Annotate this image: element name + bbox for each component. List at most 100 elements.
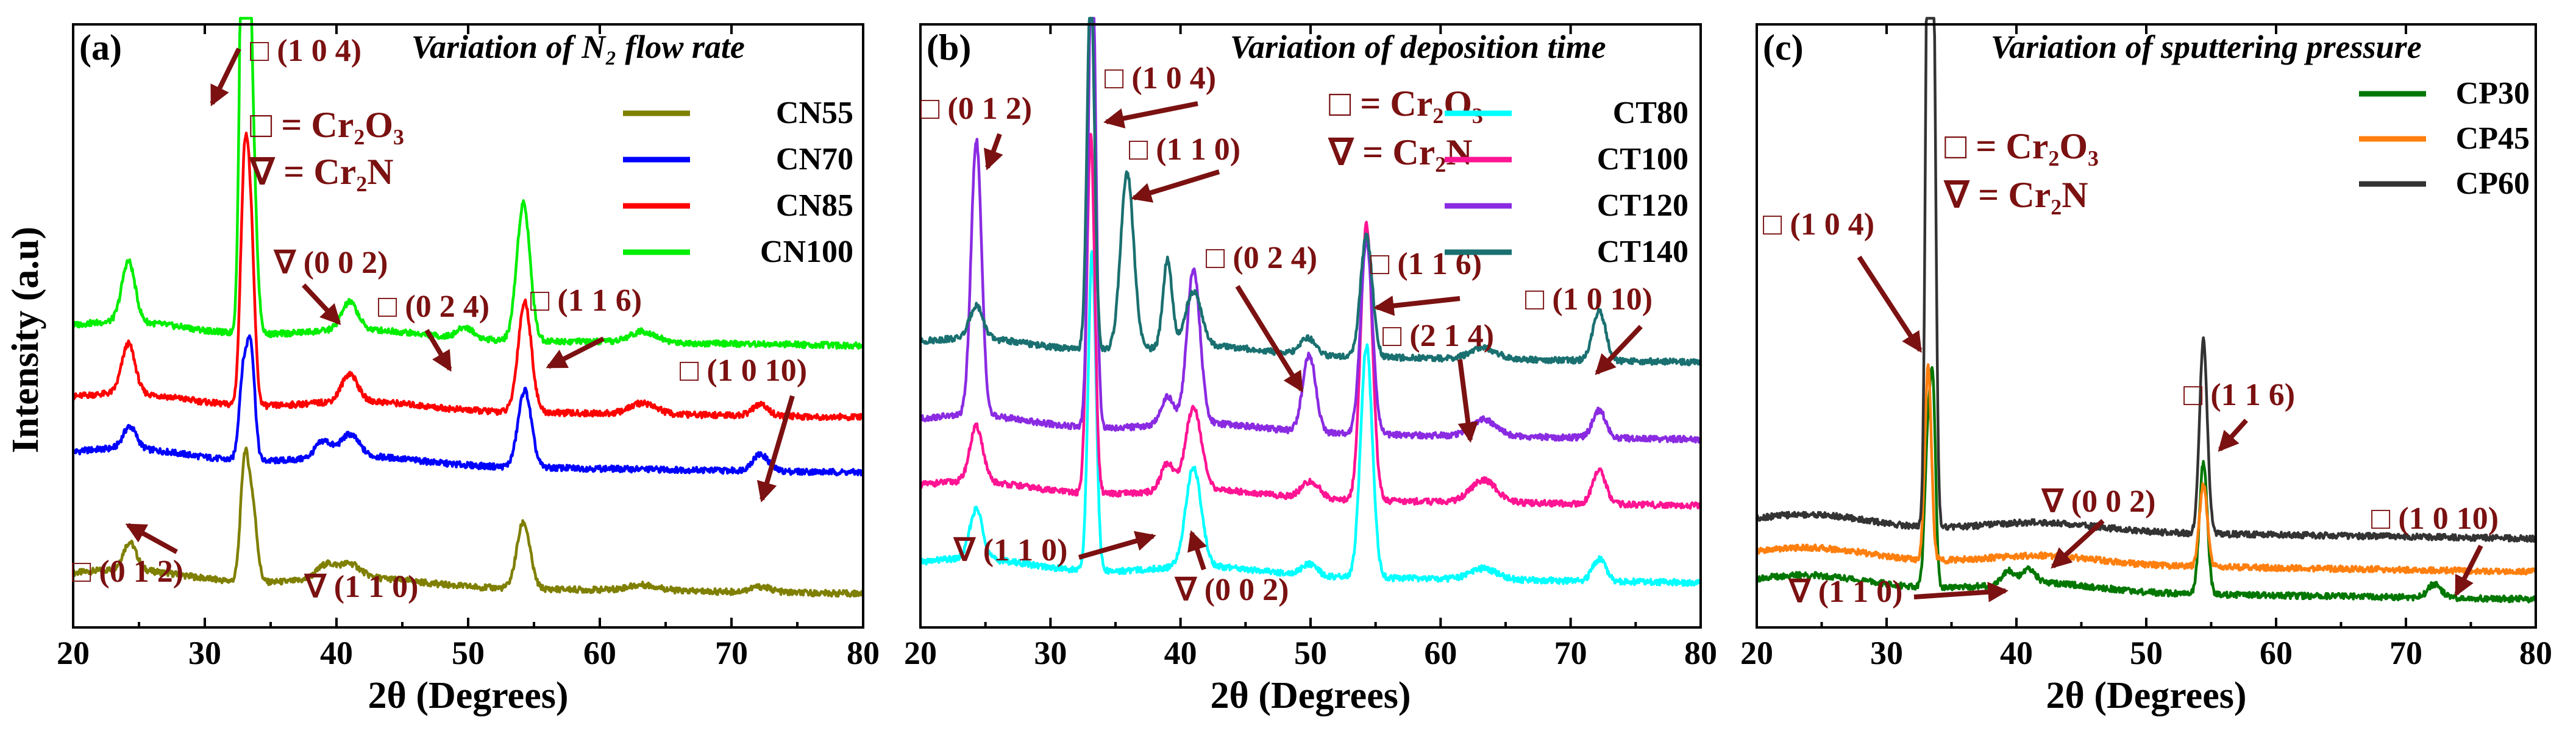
peak-annotation-arrow xyxy=(424,328,452,372)
legend-label-cp45: CP45 xyxy=(2456,121,2530,156)
legend-label-cn85: CN85 xyxy=(776,188,853,223)
peak-annotation-label: □ (1 0 4) xyxy=(1105,61,1216,96)
peak-annotation-label: □ (0 1 2) xyxy=(920,91,1032,126)
peak-annotation-arrow xyxy=(1373,295,1461,316)
panel-title: Variation of N₂ flow rate xyxy=(411,29,745,65)
legend-label-cp30: CP30 xyxy=(2456,76,2530,111)
peak-annotation-arrow xyxy=(1078,531,1156,560)
x-tick-label: 40 xyxy=(2000,635,2033,671)
peak-annotation-arrow xyxy=(210,48,241,107)
x-tick-label: 70 xyxy=(2389,635,2422,671)
x-tick-label: 70 xyxy=(1554,635,1587,671)
phase-key-entry: □ = Cr₂O₃ xyxy=(1329,83,1483,124)
x-tick-label: 50 xyxy=(1294,635,1327,671)
peak-annotation-label: ∇ (1 1 0) xyxy=(953,533,1067,568)
x-tick-label: 50 xyxy=(452,635,485,671)
series-line-ct80 xyxy=(919,250,1702,587)
panel-label: (c) xyxy=(1763,27,1804,68)
legend-label-ct100: CT100 xyxy=(1597,142,1688,177)
series-line-cn100 xyxy=(72,16,865,350)
x-tick-label: 80 xyxy=(2519,635,2552,671)
peak-annotation-arrow xyxy=(1595,325,1643,375)
x-axis-title: 2θ (Degrees) xyxy=(2046,675,2246,716)
series-line-ct140 xyxy=(919,16,1702,367)
peak-annotation-label: □ (1 1 6) xyxy=(2183,378,2295,412)
x-tick-label: 60 xyxy=(583,635,616,671)
legend-label-cp60: CP60 xyxy=(2456,166,2530,201)
panel-title: Variation of sputtering pressure xyxy=(1991,29,2422,65)
x-tick-label: 40 xyxy=(1164,635,1197,671)
peak-annotation-label: □ (1 1 6) xyxy=(530,283,642,318)
peak-annotation-arrow xyxy=(1857,255,1923,353)
peak-annotation-arrow xyxy=(983,133,1003,171)
peak-annotation-arrow xyxy=(1913,582,2009,602)
series-line-ct100 xyxy=(919,133,1703,510)
peak-annotation-arrow xyxy=(1457,359,1479,443)
peak-annotation-arrow xyxy=(2051,519,2105,569)
peak-annotation-arrow xyxy=(302,283,341,325)
series-line-cn70 xyxy=(71,334,864,477)
peak-annotation-label: □ (2 1 4) xyxy=(1382,319,1494,353)
peak-annotation-arrow xyxy=(2454,545,2483,597)
x-tick-label: 60 xyxy=(1424,635,1457,671)
series-line-cn85 xyxy=(72,132,864,422)
series-line-cp45 xyxy=(1756,363,2538,576)
x-tick-label: 20 xyxy=(904,635,937,671)
x-tick-label: 30 xyxy=(1870,635,1903,671)
x-axis-title: 2θ (Degrees) xyxy=(368,675,568,716)
peak-annotation-arrow xyxy=(1103,101,1198,129)
peak-annotation-label: □ (1 0 4) xyxy=(1763,207,1874,242)
x-tick-label: 70 xyxy=(715,635,748,671)
peak-annotation-label: □ (0 2 4) xyxy=(1206,241,1317,275)
peak-annotation-label: ∇ (1 1 0) xyxy=(304,570,418,604)
x-tick-label: 30 xyxy=(1034,635,1067,671)
x-tick-label: 80 xyxy=(847,635,880,671)
x-tick-label: 50 xyxy=(2130,635,2163,671)
peak-annotation-label: □ (0 1 2) xyxy=(72,554,183,589)
x-tick-label: 80 xyxy=(1684,635,1717,671)
peak-annotation-label: □ (1 0 10) xyxy=(2371,501,2499,536)
phase-key-entry: □ = Cr₂O₃ xyxy=(1944,126,2099,166)
x-tick-label: 30 xyxy=(188,635,221,671)
phase-key-entry: ∇ = Cr₂N xyxy=(1328,132,1473,172)
peak-annotation-label: □ (0 2 4) xyxy=(378,289,489,324)
phase-key-entry: ∇ = Cr₂N xyxy=(1943,175,2088,215)
peak-annotation-arrow xyxy=(1187,530,1207,571)
x-tick-label: 20 xyxy=(1740,635,1773,671)
legend-label-cn100: CN100 xyxy=(760,235,853,269)
peak-annotation-arrow xyxy=(125,523,178,554)
legend-label-ct140: CT140 xyxy=(1597,235,1688,269)
phase-key-entry: □ = Cr₂O₃ xyxy=(250,105,404,145)
peak-annotation-label: ∇ (0 0 2) xyxy=(1174,573,1289,607)
panel-title: Variation of deposition time xyxy=(1230,29,1606,65)
peak-annotation-label: ∇ (1 1 0) xyxy=(1788,574,1902,609)
panel-label: (a) xyxy=(79,27,122,68)
peak-annotation-arrow xyxy=(1235,284,1304,393)
figure-y-axis-label: Intensity (a.u) xyxy=(5,227,46,453)
legend-label-cn70: CN70 xyxy=(776,142,853,177)
series-line-cp30 xyxy=(1756,365,2538,604)
peak-annotation-label: □ (1 0 4) xyxy=(250,34,361,68)
peak-annotation-label: ∇ (0 0 2) xyxy=(273,245,388,280)
peak-annotation-label: □ (1 0 10) xyxy=(680,353,807,388)
series-line-cp60 xyxy=(1755,16,2538,543)
peak-annotation-arrow xyxy=(546,336,605,369)
x-axis-title: 2θ (Degrees) xyxy=(1210,675,1411,716)
peak-annotation-arrow xyxy=(2218,418,2248,452)
series-line-cn55 xyxy=(71,447,865,598)
peak-annotation-label: □ (1 0 10) xyxy=(1525,282,1653,317)
peak-annotation-arrow xyxy=(756,395,795,503)
panel-label: (b) xyxy=(927,27,971,68)
x-tick-label: 40 xyxy=(320,635,353,671)
phase-key-entry: ∇ = Cr₂N xyxy=(249,152,394,192)
peak-annotation-label: ∇ (0 0 2) xyxy=(2041,484,2155,519)
x-tick-label: 20 xyxy=(57,635,90,671)
legend-label-ct80: CT80 xyxy=(1613,96,1688,130)
x-tick-label: 60 xyxy=(2260,635,2293,671)
peak-annotation-arrow xyxy=(1131,169,1220,203)
legend-label-cn55: CN55 xyxy=(776,96,853,130)
series-line-ct120 xyxy=(919,16,1702,444)
peak-annotation-label: □ (1 1 0) xyxy=(1129,132,1240,167)
legend-label-ct120: CT120 xyxy=(1597,188,1688,223)
